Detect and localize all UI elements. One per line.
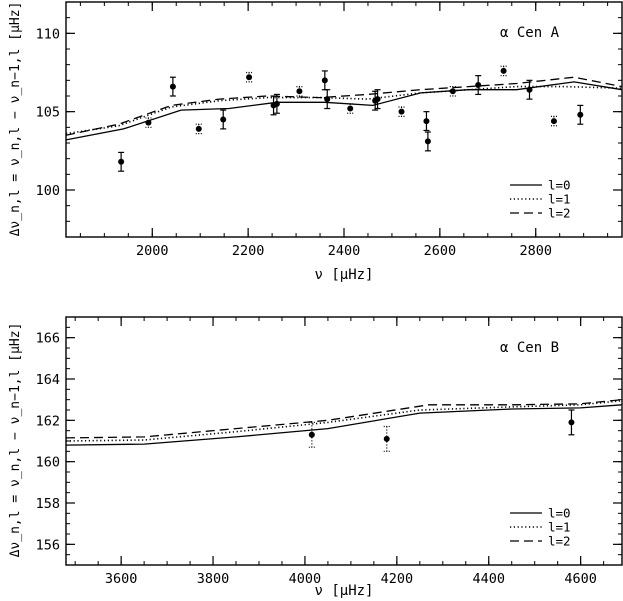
series-line-l2: [65, 76, 623, 136]
panel-alpha-cen-a: 2000 2200 2400 2600 2800 100 105 110 l=0l=1l=2…: [8, 1, 623, 283]
y-tick-label: 158: [36, 496, 60, 512]
y-tick-label: 110: [36, 26, 60, 42]
y-tick-labels: 156 158 160 162 164 166: [36, 331, 60, 554]
series-line-l0: [65, 81, 623, 141]
x-tick-labels: 3600 3800 4000 4200 4400 4600: [105, 571, 597, 587]
legend: l=0l=1l=2: [510, 178, 571, 221]
data-point: [500, 67, 507, 74]
y-tick-label: 164: [36, 372, 60, 388]
data-point: [169, 83, 176, 90]
data-point: [220, 116, 227, 123]
x-tick-label: 4000: [289, 571, 322, 587]
x-tick-label: 3600: [105, 571, 138, 587]
data-point: [398, 108, 405, 115]
x-tick-label: 2200: [232, 243, 265, 259]
x-tick-label: 2600: [424, 243, 457, 259]
y-tick-label: 100: [36, 183, 60, 199]
y-axis-label: Δν_n,l = ν_n,l − ν_n−1,l [μHz]: [8, 323, 23, 558]
data-point: [577, 111, 584, 118]
series-line-l0: [65, 404, 623, 446]
y-tick-labels: 100 105 110: [36, 26, 60, 199]
data-point: [475, 82, 482, 89]
observation-points: [118, 65, 584, 172]
star-label: α Cen A: [500, 25, 560, 41]
data-point: [118, 158, 125, 165]
major-ticks: [66, 2, 622, 237]
data-point: [424, 138, 431, 145]
x-tick-label: 2400: [328, 243, 361, 259]
x-tick-label: 4200: [381, 571, 414, 587]
series-line-l1: [65, 399, 623, 442]
x-tick-label: 4400: [472, 571, 505, 587]
star-label: α Cen B: [500, 340, 559, 356]
panel-alpha-cen-b: 3600 3800 4000 4200 4400 4600 156 158 160 162 164…: [8, 316, 623, 599]
data-point: [246, 74, 253, 81]
x-axis-label: ν [μHz]: [314, 583, 373, 599]
y-tick-label: 156: [36, 537, 60, 553]
y-tick-label: 166: [36, 331, 60, 347]
data-point: [383, 435, 390, 442]
model-lines: [65, 76, 623, 141]
x-tick-label: 4600: [564, 571, 597, 587]
legend-label: l=2: [548, 534, 571, 549]
x-tick-label: 2000: [136, 243, 169, 259]
major-ticks: [66, 317, 622, 565]
data-point: [308, 431, 315, 438]
data-point: [526, 86, 533, 93]
data-point: [449, 88, 456, 95]
data-point: [568, 419, 575, 426]
x-tick-label: 2800: [519, 243, 552, 259]
data-point: [423, 118, 430, 125]
x-tick-label: 3800: [197, 571, 230, 587]
legend-label: l=2: [548, 206, 571, 221]
data-point: [550, 118, 557, 125]
data-point: [145, 119, 152, 126]
y-tick-label: 162: [36, 413, 60, 429]
plot-frame: [65, 1, 623, 238]
legend-label: l=1: [548, 192, 571, 207]
legend-label: l=1: [548, 520, 571, 535]
data-point: [374, 96, 381, 103]
series-line-l2: [65, 399, 623, 439]
data-point: [324, 96, 331, 103]
data-point: [273, 100, 280, 107]
data-point: [296, 88, 303, 95]
y-tick-label: 105: [36, 105, 60, 121]
y-tick-label: 160: [36, 455, 60, 471]
model-lines: [65, 399, 623, 446]
y-axis-label: Δν_n,l = ν_n,l − ν_n−1,l [μHz]: [8, 2, 23, 237]
plot-frame: [65, 316, 623, 566]
legend: l=0l=1l=2: [510, 506, 571, 549]
series-line-l1: [65, 85, 623, 135]
data-point: [321, 77, 328, 84]
legend-label: l=0: [548, 506, 571, 521]
observation-points: [308, 409, 575, 452]
x-tick-labels: 2000 2200 2400 2600 2800: [136, 243, 552, 259]
data-point: [195, 125, 202, 132]
x-axis-label: ν [μHz]: [314, 267, 373, 283]
data-point: [347, 105, 354, 112]
legend-label: l=0: [548, 178, 571, 193]
